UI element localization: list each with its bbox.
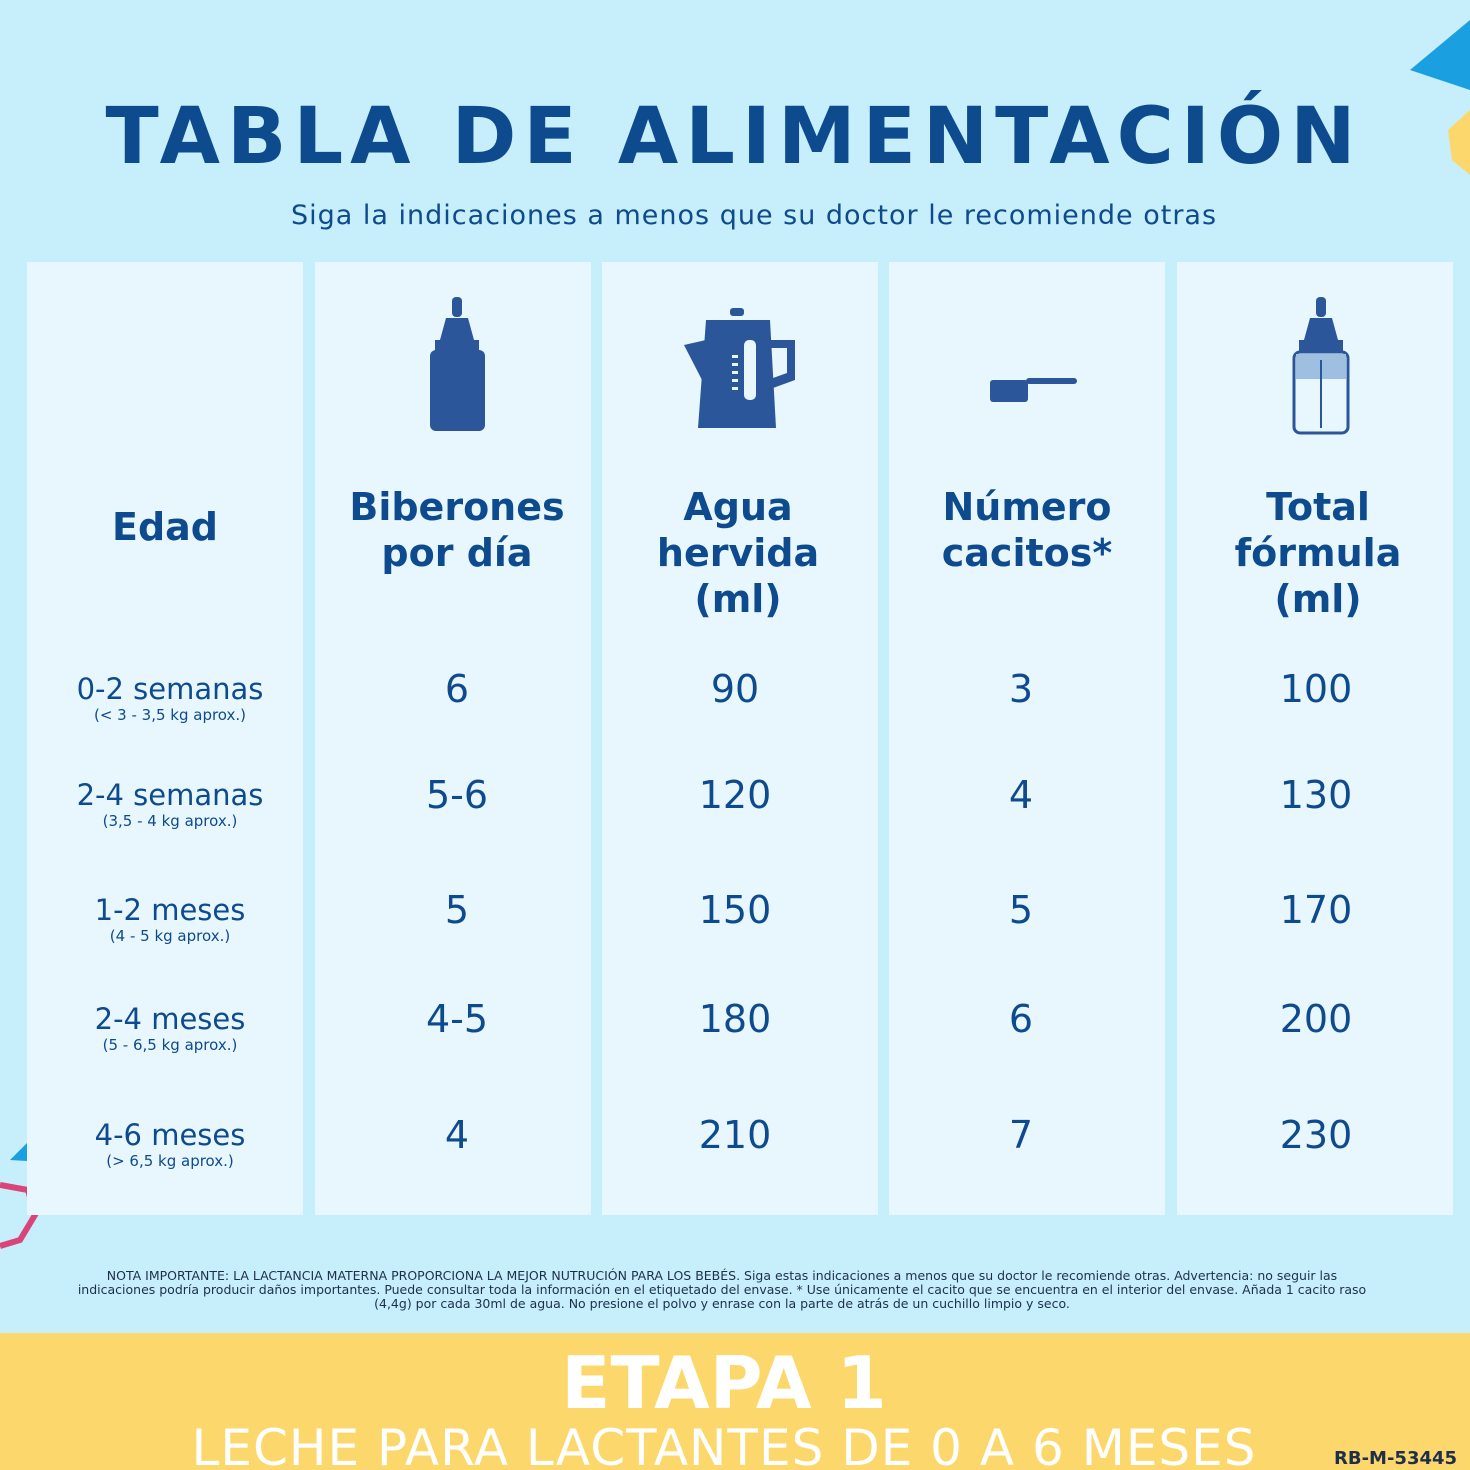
cell-value: 200 bbox=[1279, 997, 1353, 1041]
cell-value: 3 bbox=[1008, 667, 1034, 711]
column-bg bbox=[27, 262, 303, 1215]
cell-value: 120 bbox=[698, 773, 772, 817]
cell-value: 100 bbox=[1279, 667, 1353, 711]
weight: (< 3 - 3,5 kg aprox.) bbox=[93, 706, 247, 724]
cell-value: 4 bbox=[1008, 773, 1034, 817]
column-header: Agua bbox=[683, 485, 793, 529]
column-header: Edad bbox=[111, 505, 219, 549]
cell-value: 180 bbox=[698, 997, 772, 1041]
cell-value: 4-5 bbox=[425, 997, 489, 1041]
age: 1-2 meses bbox=[94, 893, 246, 927]
age: 4-6 meses bbox=[94, 1118, 246, 1152]
column-header: Número bbox=[942, 485, 1112, 529]
cell-value: 130 bbox=[1279, 773, 1353, 817]
cell-value: 5 bbox=[1008, 888, 1034, 932]
title: TABLA DE ALIMENTACIÓN bbox=[105, 92, 1363, 182]
column-header: hervida bbox=[656, 531, 820, 575]
column-header: cacitos* bbox=[941, 531, 1113, 575]
stage: ETAPA 1 bbox=[561, 1341, 887, 1425]
note: NOTA IMPORTANTE: LA LACTANCIA MATERNA PR… bbox=[77, 1268, 1367, 1311]
column-header: fórmula bbox=[1234, 531, 1402, 575]
cell-value: 5-6 bbox=[425, 773, 489, 817]
cell-value: 90 bbox=[710, 667, 760, 711]
cell-value: 210 bbox=[698, 1113, 772, 1157]
age: 2-4 semanas bbox=[76, 778, 264, 812]
cell-value: 230 bbox=[1279, 1113, 1353, 1157]
age: 0-2 semanas bbox=[76, 672, 264, 706]
stage-description: LECHE PARA LACTANTES DE 0 A 6 MESES bbox=[191, 1419, 1257, 1470]
column-header: (ml) bbox=[1274, 577, 1362, 621]
icons bbox=[430, 297, 1350, 435]
column-bg bbox=[889, 262, 1165, 1215]
cell-value: 6 bbox=[444, 667, 470, 711]
age: 2-4 meses bbox=[94, 1002, 246, 1036]
column-header: por día bbox=[381, 531, 533, 575]
code: RB-M-53445 bbox=[1334, 1448, 1458, 1469]
column-header: Biberones bbox=[349, 485, 565, 529]
weight: (5 - 6,5 kg aprox.) bbox=[102, 1036, 238, 1054]
cell-value: 170 bbox=[1279, 888, 1353, 932]
cell-value: 4 bbox=[444, 1113, 470, 1157]
weight: (4 - 5 kg aprox.) bbox=[109, 927, 231, 945]
cell-value: 7 bbox=[1008, 1113, 1034, 1157]
weight: (> 6,5 kg aprox.) bbox=[106, 1152, 234, 1170]
cell-value: 5 bbox=[444, 888, 470, 932]
cell-value: 150 bbox=[698, 888, 772, 932]
weight: (3,5 - 4 kg aprox.) bbox=[102, 812, 238, 830]
subtitle: Siga la indicaciones a menos que su doct… bbox=[290, 200, 1218, 231]
column-header: (ml) bbox=[694, 577, 782, 621]
column-header: Total bbox=[1266, 485, 1370, 529]
cell-value: 6 bbox=[1008, 997, 1034, 1041]
